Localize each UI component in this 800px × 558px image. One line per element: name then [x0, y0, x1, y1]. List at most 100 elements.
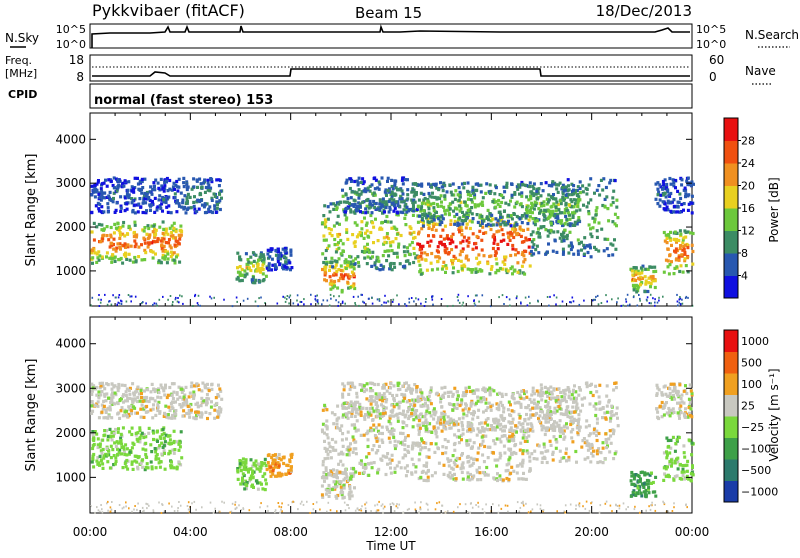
power-cell [678, 256, 681, 259]
velocity-cell [479, 478, 482, 481]
power-ylabel: Slant Range [km] [24, 154, 39, 267]
velocity-cell [91, 390, 94, 393]
velocity-cell [102, 448, 105, 451]
power-cell [685, 264, 688, 267]
power-cell [578, 208, 581, 211]
power-cell [290, 295, 292, 297]
velocity-cell [345, 412, 348, 415]
power-cell [333, 224, 336, 227]
power-cell [517, 271, 520, 274]
power-cell [458, 199, 461, 202]
power-cell [648, 266, 651, 269]
power-cell [152, 230, 155, 233]
velocity-cell [272, 469, 275, 472]
velocity-cell [367, 474, 370, 477]
power-cell [159, 207, 162, 210]
power-cell [533, 207, 536, 210]
velocity-cell [101, 439, 104, 442]
noise-sky-label: N.Sky [5, 31, 39, 45]
power-cell [684, 257, 687, 260]
power-cell [511, 232, 514, 235]
power-cell [180, 230, 183, 233]
power-cell [100, 223, 103, 226]
power-cell [572, 253, 575, 256]
velocity-cell [437, 419, 440, 422]
power-cell [684, 195, 687, 198]
power-cell [637, 305, 639, 307]
power-cell [193, 205, 196, 208]
velocity-cell [480, 400, 483, 403]
velocity-cell [99, 393, 102, 396]
power-cell [482, 196, 485, 199]
power-cell [540, 194, 543, 197]
velocity-cell [349, 388, 352, 391]
power-cell [572, 297, 574, 299]
velocity-cell [121, 384, 124, 387]
velocity-cell [365, 455, 368, 458]
power-cell [322, 234, 325, 237]
power-cell [198, 178, 201, 181]
power-cell [337, 203, 340, 206]
power-cell [585, 192, 588, 195]
power-cell [367, 236, 370, 239]
velocity-cell [255, 479, 258, 482]
velocity-cell [397, 440, 400, 443]
power-cell [418, 264, 421, 267]
velocity-cell [109, 435, 112, 438]
power-cell [374, 261, 377, 264]
velocity-cell [465, 439, 468, 442]
velocity-cell [144, 453, 147, 456]
power-cell [535, 190, 538, 193]
velocity-cell [517, 477, 520, 480]
power-cell [412, 247, 415, 250]
power-cell [531, 192, 534, 195]
power-cell [173, 182, 176, 185]
velocity-cell [105, 382, 108, 385]
power-cell [139, 206, 142, 209]
power-cell [114, 256, 117, 259]
power-cell [289, 250, 292, 253]
power-cell [516, 223, 519, 226]
velocity-cell [428, 411, 431, 414]
power-cell [271, 258, 274, 261]
velocity-cell [406, 450, 409, 453]
power-cell [497, 269, 500, 272]
power-cell [646, 299, 648, 301]
power-cell [175, 180, 178, 183]
velocity-cell [290, 454, 293, 457]
power-cell [277, 257, 280, 260]
velocity-cell [411, 473, 414, 476]
power-cell [506, 243, 509, 246]
velocity-cell [117, 383, 120, 386]
power-cell [481, 204, 484, 207]
velocity-cell [521, 465, 524, 468]
velocity-cell [103, 394, 106, 397]
velocity-cell [522, 472, 525, 475]
power-cell [679, 244, 682, 247]
velocity-cell [448, 427, 451, 430]
power-cell [357, 261, 360, 264]
velocity-cell [148, 427, 151, 430]
velocity-cell [386, 463, 389, 466]
velocity-cell [509, 449, 512, 452]
velocity-cell [192, 416, 195, 419]
power-cell [462, 240, 465, 243]
velocity-cell [355, 408, 358, 411]
power-cell [359, 210, 362, 213]
power-cell [170, 295, 172, 297]
power-cell [113, 186, 116, 189]
nave-label: Nave [745, 64, 776, 78]
power-cell [170, 211, 173, 214]
power-cell [469, 227, 472, 230]
velocity-cell [487, 446, 490, 449]
velocity-cell [389, 386, 392, 389]
velocity-cell [105, 410, 108, 413]
power-cell [522, 260, 525, 263]
power-cell [593, 220, 596, 223]
velocity-cell [494, 442, 497, 445]
velocity-cell [509, 429, 512, 432]
velocity-cell [453, 433, 456, 436]
power-cell [521, 265, 524, 268]
power-cell [512, 236, 515, 239]
power-cell [556, 297, 558, 299]
